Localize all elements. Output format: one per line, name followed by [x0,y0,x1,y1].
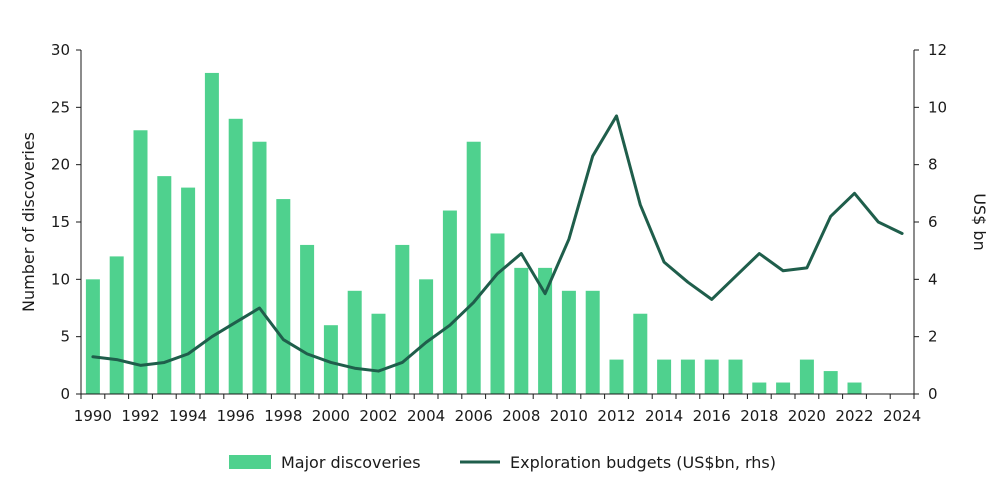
x-tick-label-2006: 2006 [455,407,493,425]
y-right-tick-label: 0 [928,385,938,403]
bar-1990 [85,279,100,394]
y-left-axis-title: Number of discoveries [19,132,38,312]
y-right-tick-label: 4 [928,270,938,288]
bar-2006 [466,141,481,394]
bar-2001 [347,290,362,394]
bar-2019 [776,382,791,394]
x-tick-label-1998: 1998 [264,407,302,425]
x-ticks: 1990 1992 1994 1996 1998 2000 2002 2004 2006 2008… [74,394,921,425]
x-tick-label-2014: 2014 [645,407,683,425]
bar-2013 [633,313,648,394]
x-tick-label-2020: 2020 [788,407,826,425]
y-left-tick-label: 25 [51,98,70,116]
bar-2022 [847,382,862,394]
x-tick-label-2004: 2004 [407,407,445,425]
bar-2000 [323,325,338,394]
bar-2014 [657,359,672,394]
discoveries-bars [85,72,862,395]
x-tick-label-1994: 1994 [169,407,207,425]
bar-2008 [514,267,529,394]
bar-2012 [609,359,624,394]
y-right-axis-title: US$ bn [970,193,989,250]
y-right-tick-label: 10 [928,98,947,116]
bar-1996 [228,118,243,395]
y-left-tick-label: 15 [51,213,70,231]
x-tick-label-2018: 2018 [740,407,778,425]
x-tick-label-1992: 1992 [121,407,159,425]
x-tick-label-1990: 1990 [74,407,112,425]
bar-2004 [419,279,434,394]
bar-1993 [157,176,172,394]
bar-1991 [109,256,124,394]
bar-2018 [752,382,767,394]
bar-2021 [823,371,838,394]
budget-line-group [91,114,904,373]
x-tick-label-2002: 2002 [359,407,397,425]
x-tick-label-2000: 2000 [312,407,350,425]
bar-2007 [490,233,505,394]
bar-2002 [371,313,386,394]
y-left-tick-label: 20 [51,156,70,174]
y-left-tick-label: 0 [60,385,70,403]
x-tick-label-2010: 2010 [550,407,588,425]
bar-2020 [799,359,814,394]
x-tick-label-2022: 2022 [835,407,873,425]
bar-1998 [276,199,291,394]
y-right-ticks: 0 2 4 6 8 10 12 [914,41,947,403]
bar-2003 [395,244,410,394]
x-tick-label-2016: 2016 [693,407,731,425]
bar-1995 [204,72,219,395]
y-right-tick-label: 12 [928,41,947,59]
bar-1994 [181,187,196,394]
bar-1992 [133,130,148,394]
legend-discoveries-swatch [229,455,271,469]
bar-2011 [585,290,600,394]
legend: Major discoveries Exploration budgets (U… [229,453,776,472]
y-right-tick-label: 8 [928,156,938,174]
legend-discoveries-label: Major discoveries [281,453,421,472]
y-left-tick-label: 10 [51,270,70,288]
y-right-tick-label: 6 [928,213,938,231]
y-left-tick-label: 5 [60,328,70,346]
bar-2009 [538,267,553,394]
bar-2016 [704,359,719,394]
x-tick-label-2012: 2012 [597,407,635,425]
bar-2010 [561,290,576,394]
y-left-ticks: 0 5 10 15 20 25 30 [51,41,81,403]
budget-line [91,114,904,373]
y-left-tick-label: 30 [51,41,70,59]
bar-2005 [442,210,457,394]
bar-1999 [300,244,315,394]
bar-2017 [728,359,743,394]
x-tick-label-2024: 2024 [883,407,921,425]
y-right-tick-label: 2 [928,328,938,346]
legend-budget-label: Exploration budgets (US$bn, rhs) [510,453,776,472]
bar-2015 [680,359,695,394]
bar-1997 [252,141,267,394]
x-tick-label-1996: 1996 [217,407,255,425]
x-tick-label-2008: 2008 [502,407,540,425]
